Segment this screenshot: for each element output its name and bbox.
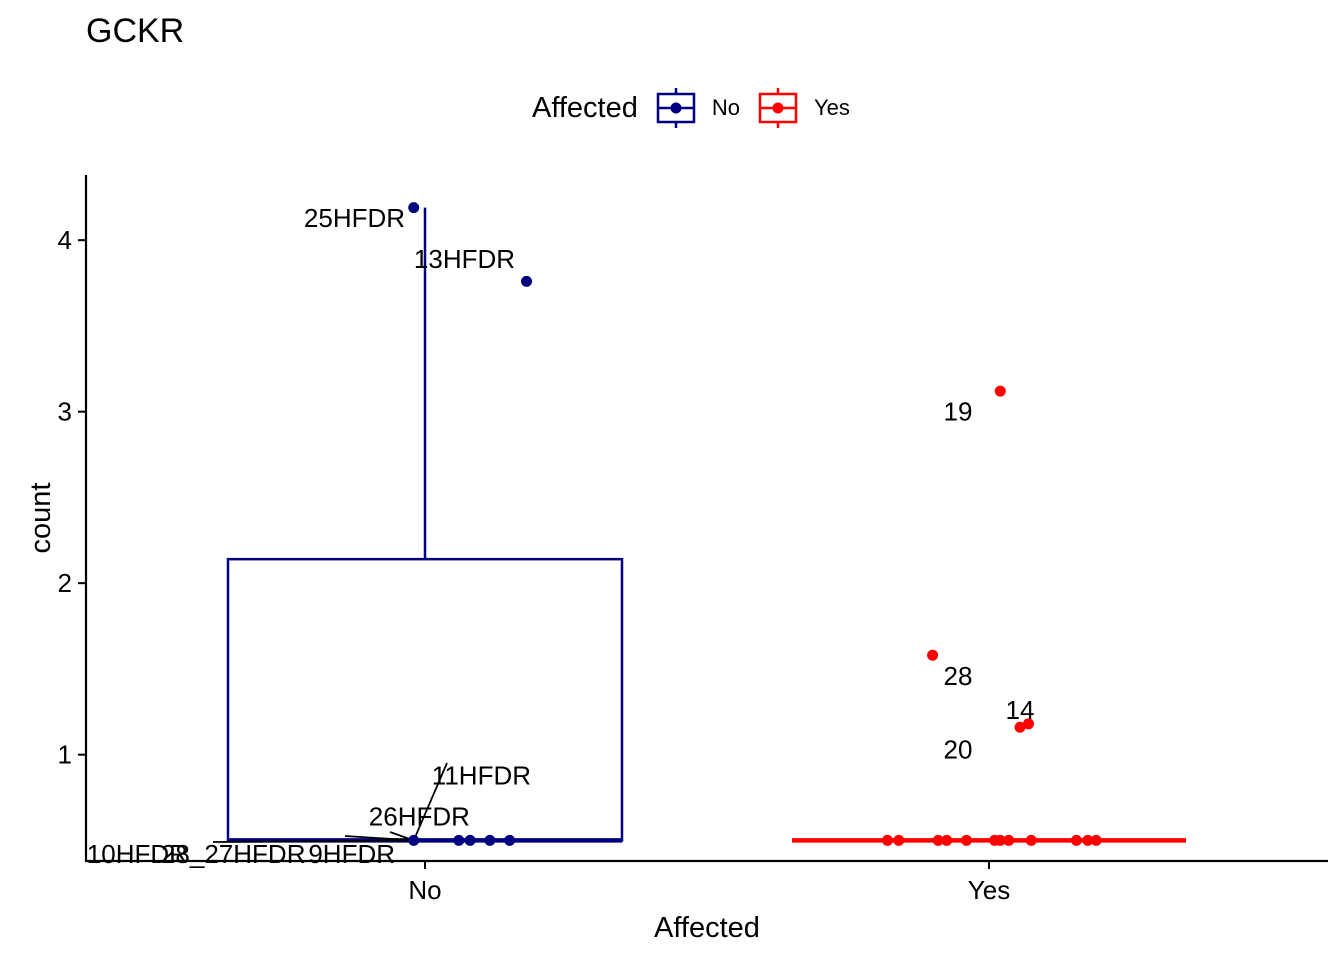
data-point-no — [464, 834, 476, 846]
data-point-yes — [994, 834, 1006, 846]
point-label: 28 — [944, 661, 973, 691]
legend-key-no-icon — [656, 88, 696, 128]
y-tick-label: 2 — [58, 568, 72, 598]
chart-title: GCKR — [86, 12, 185, 50]
point-label: 9HFDR — [308, 839, 395, 869]
point-label: 25HFDR — [304, 203, 405, 233]
label-leader-line — [212, 839, 414, 843]
legend-key-yes-icon — [758, 88, 798, 128]
point-label: 19 — [944, 397, 973, 427]
data-point-yes — [1070, 834, 1082, 846]
data-point-no — [408, 834, 420, 846]
data-point-yes — [1003, 834, 1015, 846]
point-label: 28_27HFDR — [161, 839, 306, 869]
data-point-yes — [994, 385, 1006, 397]
data-point-yes — [1082, 834, 1094, 846]
legend-label-no: No — [711, 95, 741, 120]
data-point-no — [521, 275, 533, 287]
data-point-no — [408, 202, 420, 214]
label-leader-line — [412, 762, 448, 841]
data-point-yes — [1014, 721, 1026, 733]
point-label: 26HFDR — [369, 801, 470, 831]
y-axis-title: count — [25, 483, 57, 554]
data-point-no — [504, 834, 516, 846]
data-point-yes — [881, 834, 893, 846]
box-body — [226, 557, 624, 842]
data-point-yes — [1025, 834, 1037, 846]
legend-item-yes: Yes — [758, 88, 850, 128]
point-label: 11HFDR — [432, 760, 531, 790]
data-point-yes — [960, 834, 972, 846]
legend-label-yes: Yes — [814, 95, 850, 120]
y-tick-label: 3 — [58, 397, 72, 427]
label-leader-line — [344, 835, 414, 842]
data-point-yes — [1022, 718, 1034, 730]
data-point-yes — [1090, 834, 1102, 846]
point-label: 10HFDR — [87, 839, 188, 869]
data-point-yes — [932, 834, 944, 846]
data-point-yes — [893, 834, 905, 846]
legend: Affected No Yes — [532, 88, 868, 128]
data-point-yes — [941, 834, 953, 846]
point-label: 20 — [944, 735, 973, 765]
x-axis-title: Affected — [654, 912, 760, 944]
box-no — [226, 207, 624, 843]
x-tick-label: Yes — [968, 875, 1010, 905]
point-label: 14 — [1006, 695, 1035, 725]
data-point-no — [484, 834, 496, 846]
data-point-yes — [927, 649, 939, 661]
y-tick-label: 4 — [58, 225, 72, 255]
y-tick-label: 1 — [58, 740, 72, 770]
legend-title: Affected — [532, 91, 638, 124]
point-label: 13HFDR — [414, 244, 515, 274]
x-tick-label: No — [408, 875, 441, 905]
legend-item-no: No — [656, 88, 740, 128]
data-point-no — [453, 834, 465, 846]
